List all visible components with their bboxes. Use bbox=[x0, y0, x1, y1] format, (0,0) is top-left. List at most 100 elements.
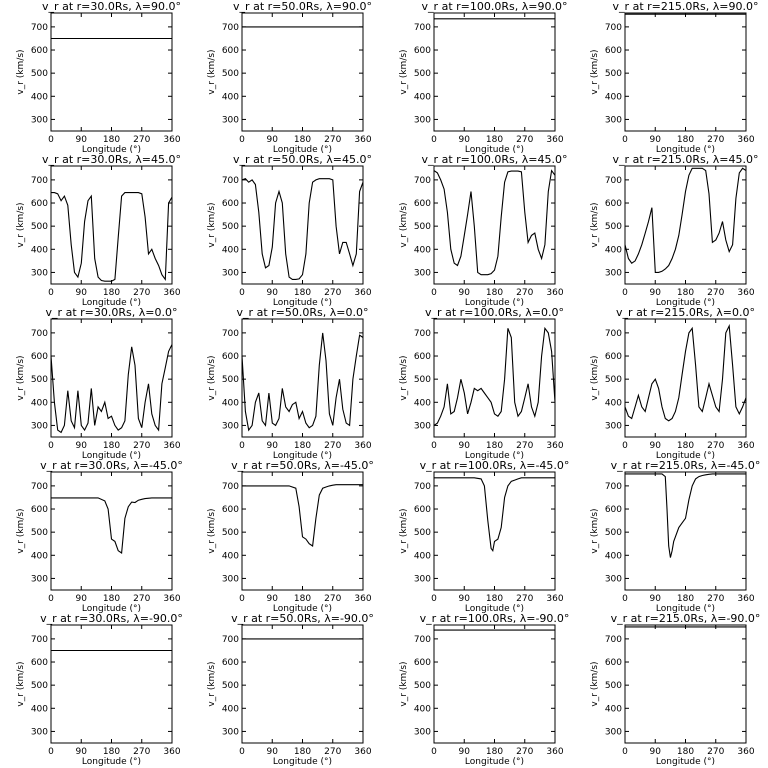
x-tick-label: 0 bbox=[622, 747, 628, 757]
y-tick-label: 600 bbox=[222, 658, 239, 668]
y-tick-label: 500 bbox=[605, 222, 622, 232]
y-tick-label: 400 bbox=[222, 551, 239, 561]
x-tick-label: 90 bbox=[459, 747, 471, 757]
panel-title: v_r at r=50.0Rs, λ=-45.0° bbox=[231, 459, 374, 472]
panel-title: v_r at r=215.0Rs, λ=90.0° bbox=[613, 0, 759, 13]
chart-panel: v_r at r=100.0Rs, λ=45.0° 0 90 180 270 360 300… bbox=[399, 153, 567, 308]
chart-panel: v_r at r=50.0Rs, λ=-45.0° 0 90 180 270 360 300… bbox=[207, 459, 374, 614]
series-line bbox=[433, 326, 556, 426]
x-axis-label: Longitude (°) bbox=[82, 145, 141, 155]
y-tick-label: 300 bbox=[31, 421, 48, 431]
y-tick-label: 700 bbox=[414, 23, 431, 33]
y-axis-label: v_r (km/s) bbox=[399, 355, 409, 400]
y-tick-label: 400 bbox=[31, 92, 48, 102]
x-tick-label: 360 bbox=[354, 135, 371, 145]
x-tick-label: 0 bbox=[622, 135, 628, 145]
y-tick-label: 700 bbox=[222, 482, 239, 492]
x-tick-label: 270 bbox=[133, 747, 150, 757]
y-tick-label: 300 bbox=[222, 268, 239, 278]
x-tick-label: 180 bbox=[677, 135, 694, 145]
series-line bbox=[51, 192, 173, 282]
x-tick-label: 90 bbox=[267, 594, 279, 604]
x-tick-label: 0 bbox=[431, 135, 437, 145]
chart-panel: v_r at r=30.0Rs, λ=0.0° 0 90 180 270 360 300 40… bbox=[16, 306, 181, 461]
series-line bbox=[625, 473, 746, 558]
y-tick-label: 400 bbox=[222, 704, 239, 714]
y-axis-label: v_r (km/s) bbox=[590, 49, 600, 94]
x-tick-label: 90 bbox=[650, 135, 662, 145]
x-tick-label: 360 bbox=[546, 135, 563, 145]
y-tick-label: 600 bbox=[222, 352, 239, 362]
x-tick-label: 360 bbox=[737, 594, 754, 604]
x-tick-label: 180 bbox=[103, 135, 120, 145]
x-tick-label: 360 bbox=[163, 747, 180, 757]
panel-title: v_r at r=50.0Rs, λ=0.0° bbox=[237, 306, 369, 319]
plot-frame bbox=[433, 471, 556, 591]
x-tick-label: 270 bbox=[516, 135, 533, 145]
y-tick-label: 500 bbox=[31, 69, 48, 79]
y-axis-label: v_r (km/s) bbox=[16, 202, 26, 247]
panel-title: v_r at r=30.0Rs, λ=45.0° bbox=[42, 153, 181, 166]
y-tick-label: 600 bbox=[31, 46, 48, 56]
y-tick-label: 400 bbox=[31, 245, 48, 255]
y-tick-label: 700 bbox=[31, 23, 48, 33]
y-tick-label: 300 bbox=[222, 421, 239, 431]
chart-panel: v_r at r=50.0Rs, λ=-90.0° 0 90 180 270 360 300… bbox=[207, 612, 374, 767]
x-tick-label: 180 bbox=[486, 441, 503, 451]
y-tick-label: 500 bbox=[605, 69, 622, 79]
plot-frame bbox=[433, 624, 556, 744]
x-axis-label: Longitude (°) bbox=[82, 757, 141, 767]
y-tick-label: 400 bbox=[222, 92, 239, 102]
series-line bbox=[241, 178, 364, 280]
y-tick-label: 400 bbox=[414, 704, 431, 714]
panel-title: v_r at r=215.0Rs, λ=45.0° bbox=[613, 153, 759, 166]
x-tick-label: 0 bbox=[239, 747, 245, 757]
x-tick-label: 90 bbox=[459, 288, 471, 298]
y-tick-label: 500 bbox=[222, 528, 239, 538]
y-tick-label: 400 bbox=[605, 245, 622, 255]
panel-title: v_r at r=215.0Rs, λ=-45.0° bbox=[611, 459, 761, 472]
y-tick-label: 600 bbox=[414, 352, 431, 362]
x-tick-label: 0 bbox=[48, 441, 54, 451]
x-axis-label: Longitude (°) bbox=[82, 451, 141, 461]
y-tick-label: 600 bbox=[414, 505, 431, 515]
x-axis-label: Longitude (°) bbox=[273, 451, 332, 461]
y-tick-label: 300 bbox=[414, 574, 431, 584]
y-tick-label: 500 bbox=[414, 375, 431, 385]
y-tick-label: 300 bbox=[414, 727, 431, 737]
x-tick-label: 270 bbox=[324, 288, 341, 298]
y-tick-label: 300 bbox=[31, 115, 48, 125]
y-tick-label: 700 bbox=[31, 482, 48, 492]
x-tick-label: 90 bbox=[650, 441, 662, 451]
y-tick-label: 500 bbox=[31, 222, 48, 232]
y-tick-label: 500 bbox=[605, 375, 622, 385]
x-tick-label: 180 bbox=[486, 747, 503, 757]
y-tick-label: 500 bbox=[414, 222, 431, 232]
y-tick-label: 500 bbox=[31, 681, 48, 691]
y-tick-label: 700 bbox=[414, 482, 431, 492]
x-tick-label: 360 bbox=[546, 441, 563, 451]
y-axis-label: v_r (km/s) bbox=[590, 508, 600, 553]
x-tick-label: 270 bbox=[324, 135, 341, 145]
series-line bbox=[50, 344, 173, 434]
plot-frame bbox=[50, 471, 173, 591]
y-axis-label: v_r (km/s) bbox=[207, 661, 217, 706]
x-tick-label: 0 bbox=[239, 288, 245, 298]
x-tick-label: 270 bbox=[133, 288, 150, 298]
chart-panel: v_r at r=100.0Rs, λ=-90.0° 0 90 180 270 360 30… bbox=[399, 612, 569, 767]
y-tick-label: 600 bbox=[605, 505, 622, 515]
y-tick-label: 400 bbox=[605, 704, 622, 714]
x-tick-label: 180 bbox=[486, 135, 503, 145]
y-tick-label: 600 bbox=[31, 658, 48, 668]
x-tick-label: 270 bbox=[133, 135, 150, 145]
x-tick-label: 90 bbox=[267, 135, 279, 145]
y-axis-label: v_r (km/s) bbox=[399, 49, 409, 94]
chart-panel: v_r at r=30.0Rs, λ=90.0° 0 90 180 270 360 300 4… bbox=[16, 0, 181, 155]
x-tick-label: 180 bbox=[486, 288, 503, 298]
x-tick-label: 270 bbox=[324, 594, 341, 604]
chart-panel: v_r at r=100.0Rs, λ=90.0° 0 90 180 270 360 300… bbox=[399, 0, 567, 155]
x-tick-label: 360 bbox=[354, 594, 371, 604]
y-tick-label: 500 bbox=[31, 528, 48, 538]
y-tick-label: 700 bbox=[605, 329, 622, 339]
x-tick-label: 0 bbox=[239, 441, 245, 451]
